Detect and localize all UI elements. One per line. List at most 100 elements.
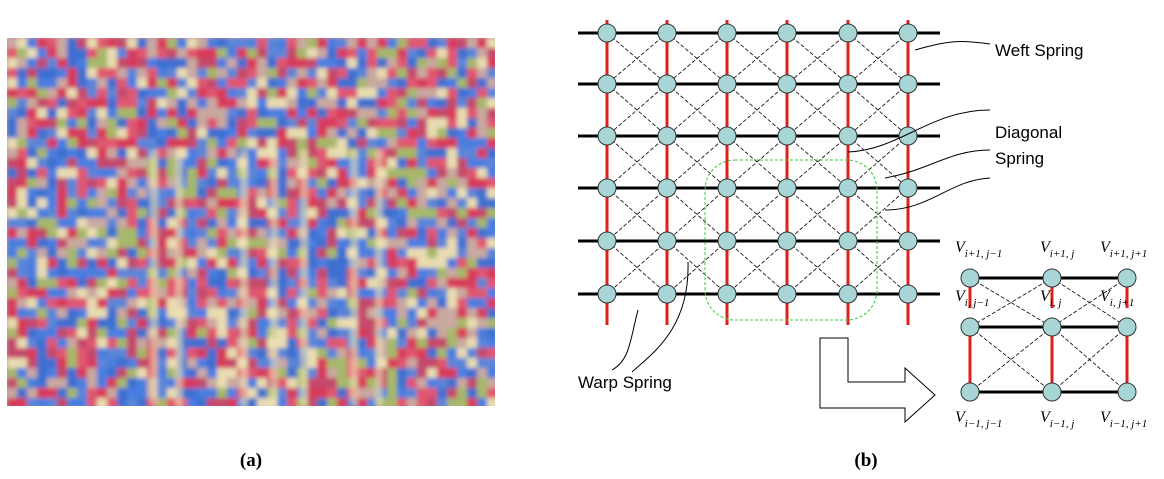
fabric-cell (297, 118, 308, 129)
fabric-cell (327, 118, 338, 129)
fabric-cell (317, 78, 328, 89)
fabric-cell (97, 318, 108, 329)
fabric-cell (217, 278, 228, 289)
fabric-cell (417, 198, 428, 209)
fabric-cell (197, 148, 208, 159)
fabric-cell (317, 208, 328, 219)
fabric-cell (237, 98, 248, 109)
fabric-cell (187, 388, 198, 399)
fabric-cell (347, 88, 358, 99)
fabric-cell (137, 398, 148, 409)
fabric-cell (487, 368, 498, 379)
fabric-cell (307, 248, 318, 259)
fabric-texture (7, 38, 498, 409)
fabric-cell (117, 208, 128, 219)
fabric-cell (417, 88, 428, 99)
fabric-cell (427, 148, 438, 159)
fabric-cell (137, 338, 148, 349)
fabric-cell (357, 128, 368, 139)
fabric-cell (477, 278, 488, 289)
fabric-cell (317, 158, 328, 169)
fabric-cell (97, 378, 108, 389)
fabric-cell (17, 328, 28, 339)
fabric-cell (277, 258, 288, 269)
fabric-cell (207, 128, 218, 139)
fabric-cell (257, 388, 268, 399)
fabric-cell (257, 228, 268, 239)
fabric-cell (97, 168, 108, 179)
fabric-cell (397, 88, 408, 99)
fabric-cell (57, 268, 68, 279)
fabric-cell (117, 388, 128, 399)
fabric-cell (337, 148, 348, 159)
fabric-cell (87, 168, 98, 179)
fabric-cell (177, 68, 188, 79)
fabric-cell (487, 148, 498, 159)
fabric-thread (300, 150, 308, 406)
fabric-cell (147, 78, 158, 89)
fabric-cell (257, 328, 268, 339)
fabric-cell (247, 258, 258, 269)
fabric-cell (397, 138, 408, 149)
fabric-cell (107, 228, 118, 239)
fabric-cell (217, 108, 228, 119)
fabric-cell (107, 178, 118, 189)
fabric-cell (257, 158, 268, 169)
fabric-cell (117, 158, 128, 169)
fabric-cell (87, 88, 98, 99)
fabric-cell (467, 48, 478, 59)
fabric-cell (227, 388, 238, 399)
vertex (899, 127, 917, 145)
fabric-cell (357, 248, 368, 259)
fabric-cell (37, 118, 48, 129)
fabric-cell (37, 58, 48, 69)
fabric-cell (397, 148, 408, 159)
fabric-cell (117, 58, 128, 69)
fabric-cell (387, 248, 398, 259)
fabric-cell (457, 348, 468, 359)
fabric-cell (367, 78, 378, 89)
vertex (658, 179, 676, 197)
vertex (961, 318, 979, 336)
fabric-cell (407, 138, 418, 149)
fabric-cell (487, 88, 498, 99)
fabric-cell (477, 318, 488, 329)
fabric-cell (397, 288, 408, 299)
fabric-cell (227, 358, 238, 369)
fabric-cell (387, 68, 398, 79)
fabric-cell (47, 58, 58, 69)
fabric-cell (387, 58, 398, 69)
fabric-cell (447, 298, 458, 309)
fabric-cell (87, 248, 98, 259)
fabric-cell (97, 208, 108, 219)
fabric-cell (427, 328, 438, 339)
fabric-cell (197, 258, 208, 269)
fabric-cell (107, 158, 118, 169)
fabric-cell (187, 218, 198, 229)
fabric-cell (477, 58, 488, 69)
fabric-cell (417, 388, 428, 399)
fabric-cell (387, 388, 398, 399)
fabric-cell (97, 248, 108, 259)
fabric-cell (257, 128, 268, 139)
fabric-cell (447, 268, 458, 279)
fabric-cell (17, 148, 28, 159)
fabric-cell (277, 368, 288, 379)
fabric-cell (457, 58, 468, 69)
fabric-cell (77, 378, 88, 389)
fabric-cell (7, 68, 18, 79)
fabric-cell (327, 88, 338, 99)
fabric-cell (27, 388, 38, 399)
fabric-cell (457, 108, 468, 119)
fabric-cell (477, 128, 488, 139)
fabric-cell (427, 398, 438, 409)
fabric-cell (27, 38, 38, 49)
fabric-cell (287, 398, 298, 409)
fabric-cell (107, 288, 118, 299)
fabric-cell (407, 148, 418, 159)
fabric-cell (67, 258, 78, 269)
fabric-cell (397, 128, 408, 139)
fabric-cell (287, 268, 298, 279)
fabric-cell (87, 388, 98, 399)
fabric-cell (77, 128, 88, 139)
